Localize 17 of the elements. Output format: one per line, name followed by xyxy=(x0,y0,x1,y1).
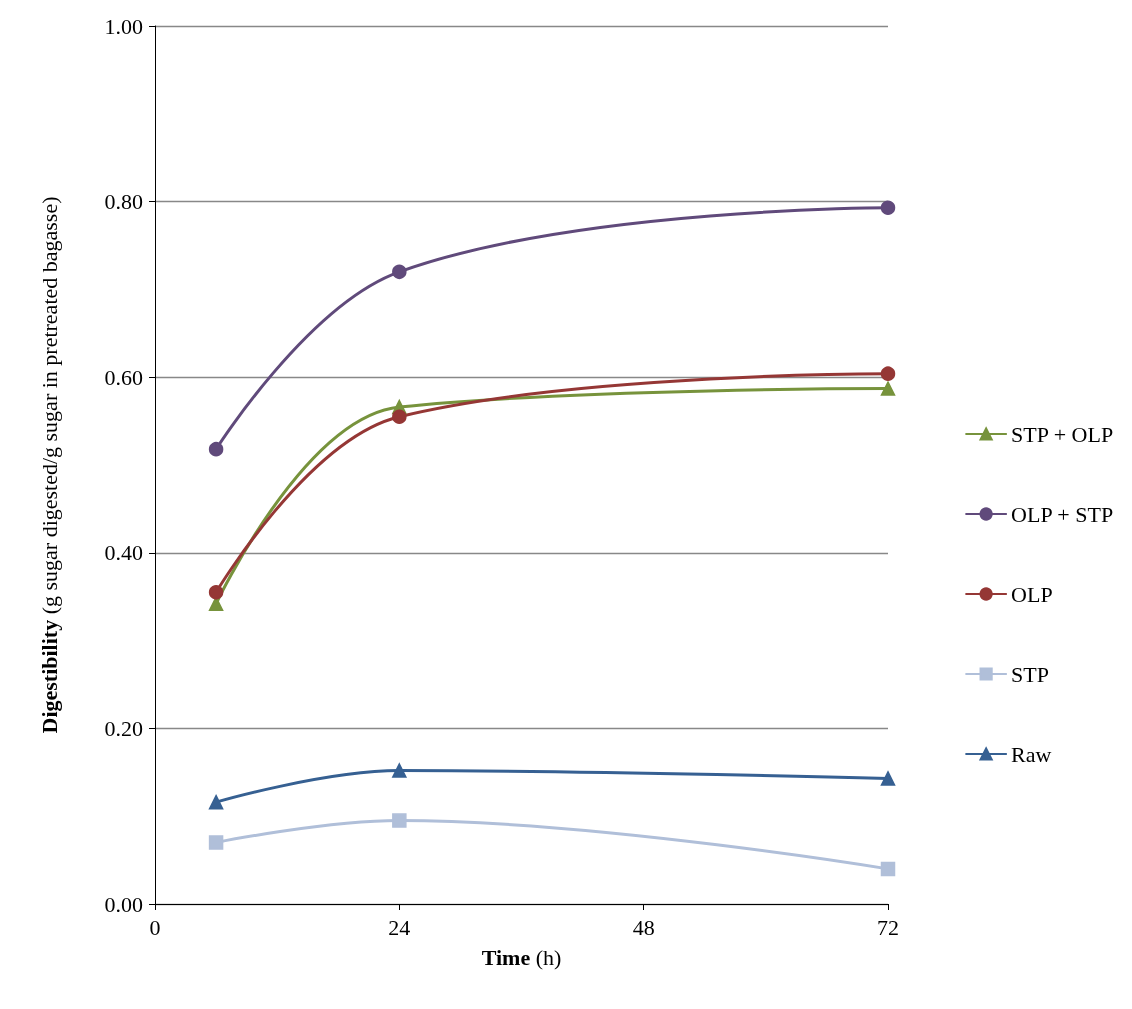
legend-label: Raw xyxy=(1011,741,1052,767)
legend-label: STP + OLP xyxy=(1011,421,1114,447)
x-axis-title: Time (h) xyxy=(481,944,562,970)
y-tick-label: 0.60 xyxy=(104,364,143,390)
legend-label: OLP + STP xyxy=(1011,501,1114,527)
x-tick-label: 72 xyxy=(877,914,899,940)
x-tick-label: 48 xyxy=(632,914,655,940)
legend-label: OLP xyxy=(1011,581,1053,607)
y-tick-label: 1.00 xyxy=(104,13,143,39)
y-tick-label: 0.20 xyxy=(104,715,143,741)
x-tick-label: 0 xyxy=(149,914,161,940)
legend-label: STP xyxy=(1011,661,1050,687)
y-tick-label: 0.40 xyxy=(104,540,143,566)
y-tick-label: 0.80 xyxy=(104,189,143,215)
y-axis-title: Digestibility (g sugar digested/g sugar in pretreated bagasse) xyxy=(36,196,62,734)
y-tick-label: 0.00 xyxy=(104,891,143,917)
x-tick-label: 24 xyxy=(388,914,411,940)
